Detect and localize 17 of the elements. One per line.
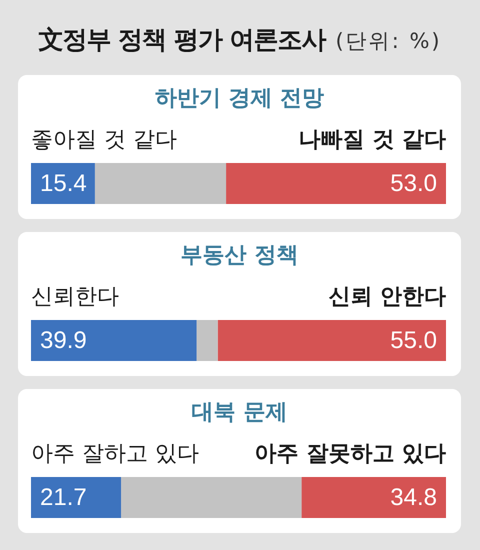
data-label: 55.0 <box>390 327 437 354</box>
data-label: 39.9 <box>40 327 87 354</box>
data-label: 15.4 <box>40 170 87 198</box>
series-label: 아주 잘못하고 있다 <box>254 442 446 467</box>
data-label: 53.0 <box>390 170 437 198</box>
chart-title: 대북 문제 <box>190 399 288 427</box>
data-label: 34.8 <box>390 484 437 512</box>
chart-title: 부동산 정책 <box>180 242 300 270</box>
text: (단위: %) <box>336 29 442 53</box>
text: 文정부 정책 평가 여론조사 <box>38 25 326 54</box>
chart-title: 하반기 경제 전망 <box>154 85 326 113</box>
series-label: 신뢰한다 <box>31 284 119 310</box>
series-label: 아주 잘하고 있다 <box>31 442 199 467</box>
series-label: 나빠질 것 같다 <box>298 128 446 153</box>
series-label: 좋아질 것 같다 <box>31 128 177 153</box>
data-label: 21.7 <box>40 484 87 512</box>
series-label: 신뢰 안한다 <box>328 284 446 310</box>
